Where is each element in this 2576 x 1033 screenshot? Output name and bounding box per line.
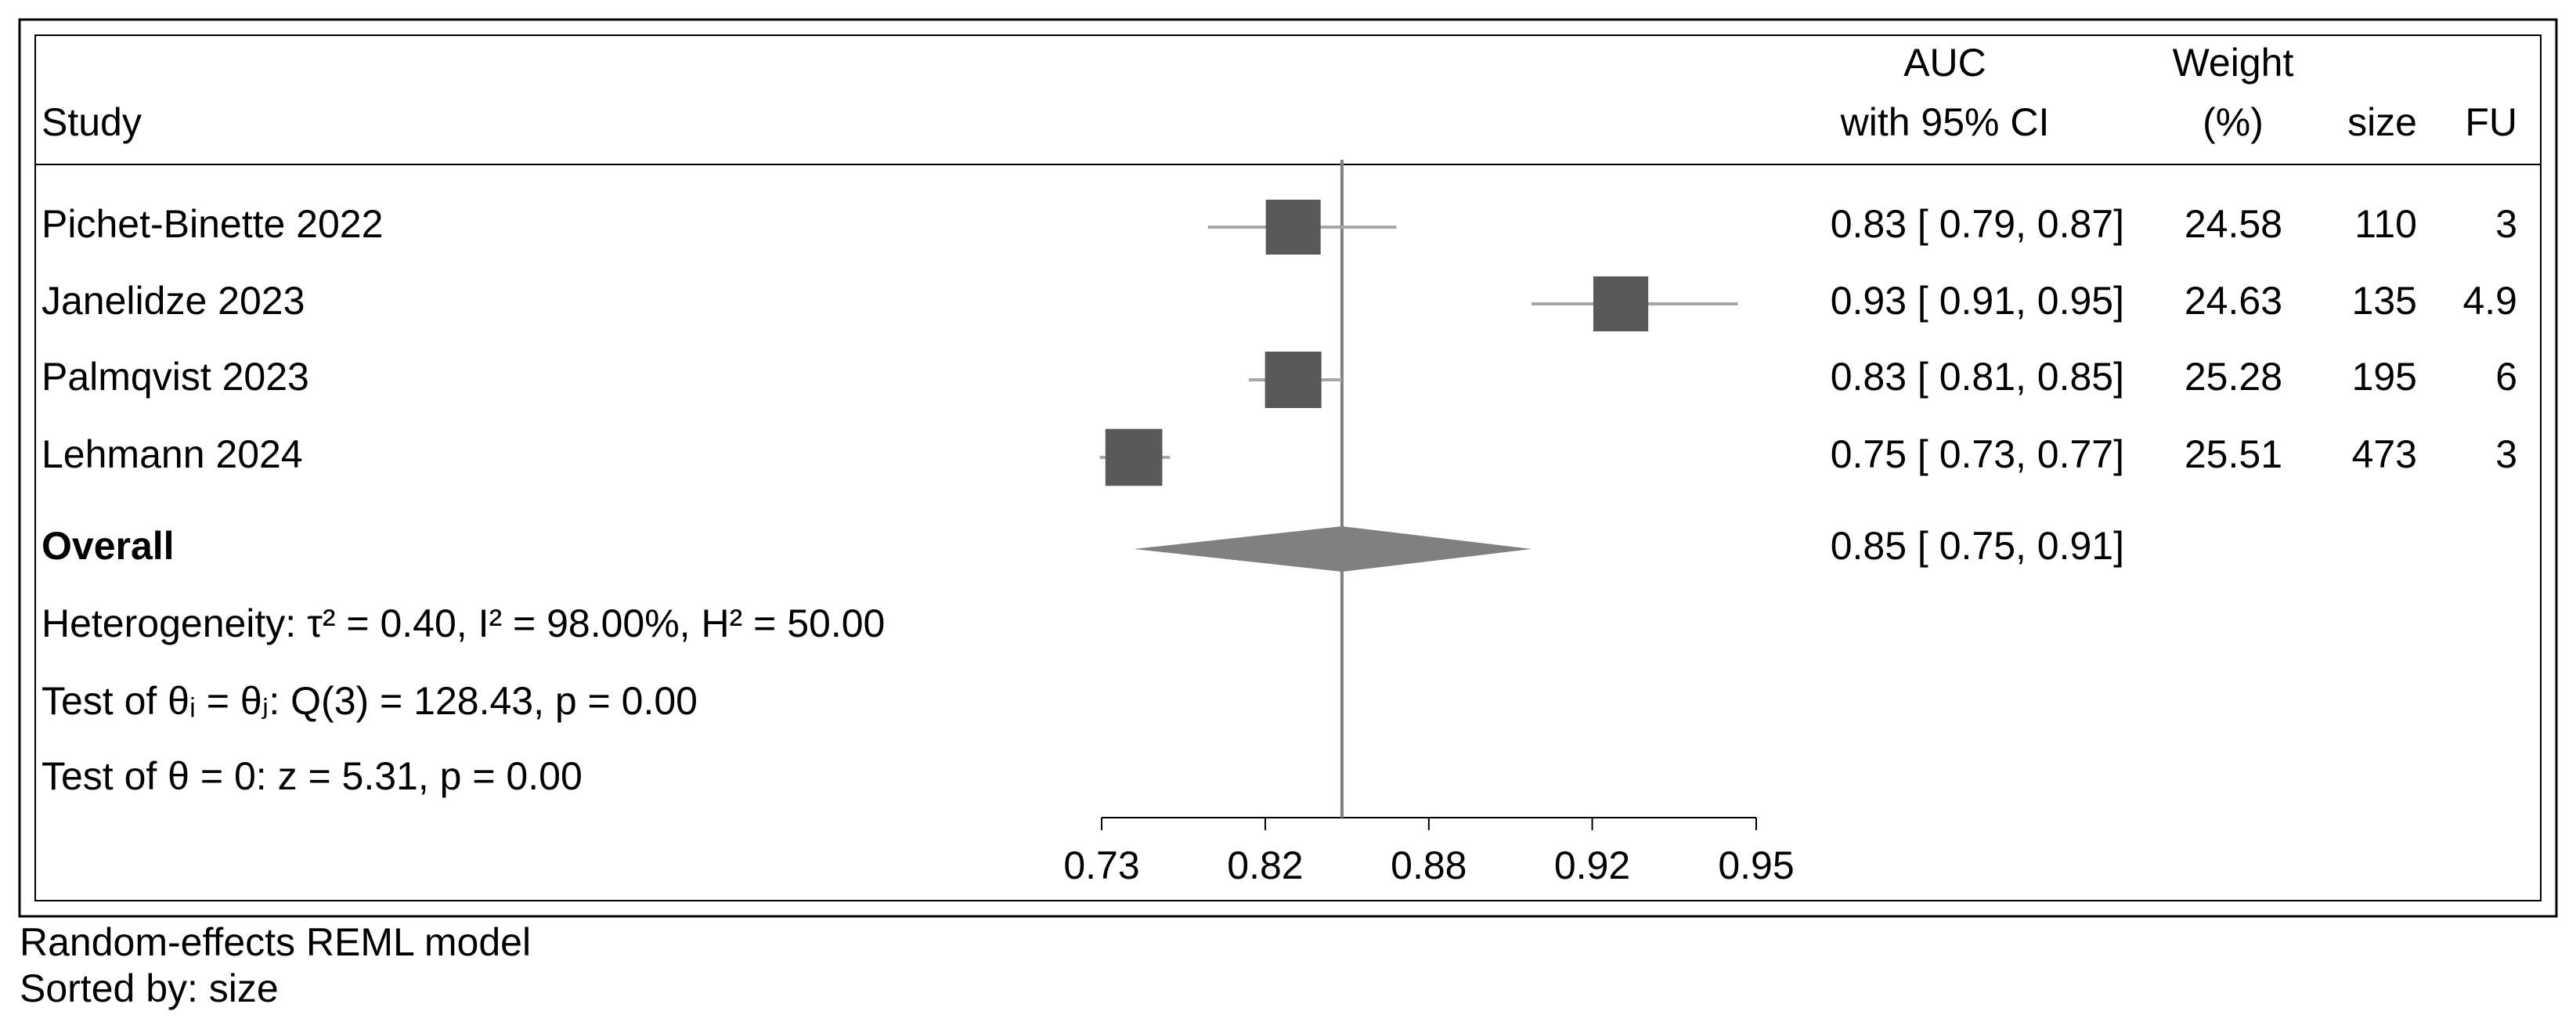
header-study: Study	[41, 100, 142, 144]
outer-frame	[18, 18, 2558, 918]
size: 195	[2352, 355, 2417, 399]
size: 110	[2354, 202, 2417, 246]
header-weight: (%)	[2203, 100, 2264, 144]
header-weight: Weight	[2173, 41, 2294, 85]
ci-label: 0.83 [ 0.79, 0.87]	[1831, 202, 2124, 246]
test: Test of θ = 0: z = 5.31, p = 0.00	[41, 754, 583, 798]
weight: 24.58	[2185, 202, 2282, 246]
inner-frame	[34, 34, 2542, 901]
x-tick-label: 0.73	[1063, 843, 1139, 887]
ci-label: 0.75 [ 0.73, 0.77]	[1831, 432, 2124, 476]
ci-label: 0.93 [ 0.91, 0.95]	[1831, 279, 2124, 323]
x-tick-label: 0.88	[1391, 843, 1467, 887]
weight: 25.28	[2185, 355, 2282, 399]
weight: 24.63	[2185, 279, 2282, 323]
header-fu: FU	[2465, 100, 2517, 144]
study-box	[1593, 276, 1649, 332]
size: 473	[2352, 432, 2417, 476]
study-label: Pichet-Binette 2022	[41, 202, 383, 246]
study-label: Janelidze 2023	[41, 279, 305, 323]
heterogeneity: Heterogeneity: τ² = 0.40, I² = 98.00%, H…	[41, 601, 885, 645]
overall-ci-label: 0.85 [ 0.75, 0.91]	[1831, 524, 2124, 568]
fu: 3	[2495, 202, 2517, 246]
header-auc: AUC	[1903, 41, 1986, 85]
test: Test of θᵢ = θⱼ: Q(3) = 128.43, p = 0.00	[41, 679, 698, 723]
x-tick-label: 0.95	[1718, 843, 1794, 887]
x-tick-label: 0.92	[1554, 843, 1630, 887]
x-tick-label: 0.82	[1227, 843, 1303, 887]
fu: 6	[2495, 355, 2517, 399]
header-size: size	[2347, 100, 2417, 144]
weight: 25.51	[2185, 432, 2282, 476]
fu: 4.9	[2462, 279, 2517, 323]
study-label: Lehmann 2024	[41, 432, 303, 476]
study-box	[1265, 199, 1321, 255]
size: 135	[2352, 279, 2417, 323]
ci-label: 0.83 [ 0.81, 0.85]	[1831, 355, 2124, 399]
header-auc: with 95% CI	[1840, 100, 2050, 144]
study-label: Palmqvist 2023	[41, 355, 309, 399]
note: Random-effects REML model	[20, 920, 531, 964]
overall-diamond	[1134, 526, 1532, 572]
fu: 3	[2495, 432, 2517, 476]
note: Sorted by: size	[20, 966, 279, 1010]
study-box	[1105, 428, 1163, 486]
overall-label: Overall	[41, 524, 175, 568]
study-box	[1265, 351, 1322, 409]
